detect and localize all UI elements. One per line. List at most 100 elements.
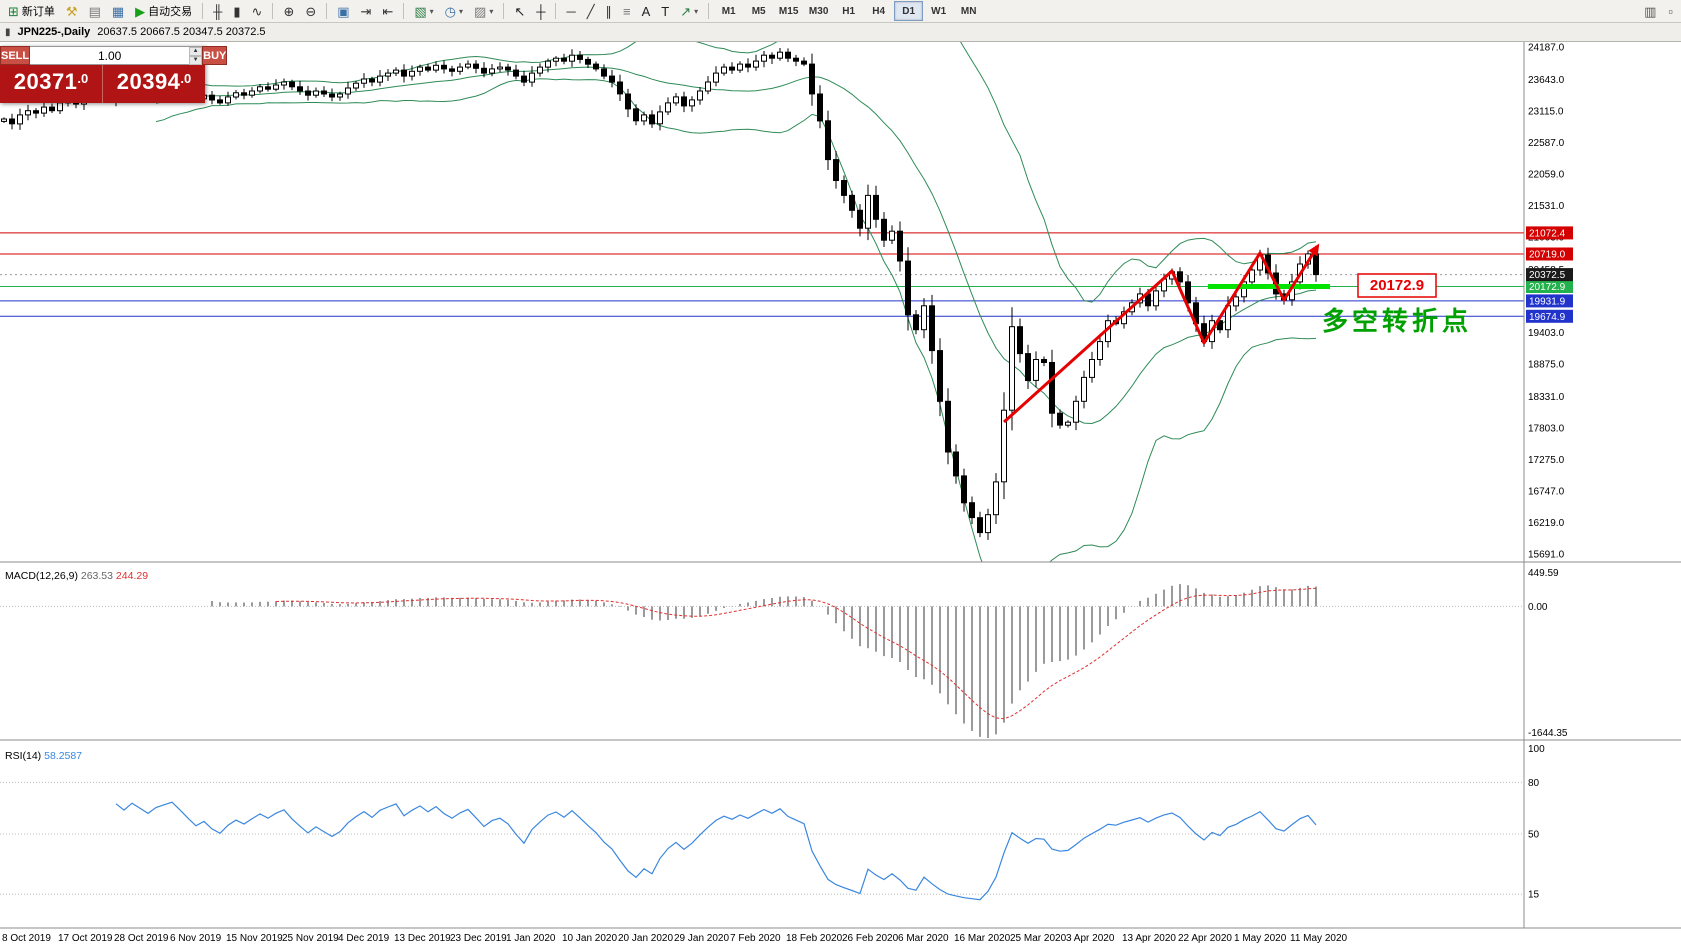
label-icon: T bbox=[661, 3, 670, 19]
toolbar-separator bbox=[555, 3, 557, 19]
timeframe-m30[interactable]: M30 bbox=[808, 5, 829, 17]
autotrade-button[interactable]: ▶ 自动交易 bbox=[130, 0, 197, 22]
chart-canvas[interactable]: 24187.0 23643.0 23115.0 22587.0 22059.0 21531… bbox=[0, 42, 1681, 944]
charts-grid-button[interactable]: ▦ bbox=[107, 0, 129, 22]
svg-text:7 Feb 2020: 7 Feb 2020 bbox=[730, 933, 781, 944]
svg-text:15: 15 bbox=[1528, 890, 1540, 901]
svg-text:10 Jan 2020: 10 Jan 2020 bbox=[562, 933, 617, 944]
panel-separators[interactable] bbox=[0, 42, 1681, 929]
toolbar-separator bbox=[403, 3, 405, 19]
chart-window-header: ▮ JPN225-,Daily 20637.5 20667.5 20347.5 … bbox=[0, 23, 1681, 42]
new-chart-button[interactable]: ▧ ▾ bbox=[409, 0, 438, 22]
timeframe-m1[interactable]: M1 bbox=[721, 5, 736, 17]
horizontal-lines[interactable] bbox=[0, 232, 1524, 317]
svg-text:11 May 2020: 11 May 2020 bbox=[1290, 933, 1348, 944]
svg-text:20719.0: 20719.0 bbox=[1529, 250, 1566, 261]
svg-text:20372.5: 20372.5 bbox=[1529, 270, 1566, 281]
bar-chart-icon: ╫ bbox=[213, 3, 223, 19]
chart-shift-button[interactable]: ⇤ bbox=[377, 0, 398, 22]
tile-windows-button[interactable]: ▣ bbox=[332, 0, 354, 22]
timeframe-m15[interactable]: M15 bbox=[778, 5, 799, 17]
chevron-down-icon: ▾ bbox=[459, 6, 464, 16]
cursor-button[interactable]: ↖ bbox=[509, 0, 530, 22]
volume-input[interactable] bbox=[30, 47, 190, 64]
svg-text:20172.9: 20172.9 bbox=[1529, 282, 1566, 293]
auto-scroll-button[interactable]: ⇥ bbox=[356, 0, 377, 22]
zigzag-annotation[interactable] bbox=[1002, 251, 1316, 424]
svg-text:16219.0: 16219.0 bbox=[1528, 518, 1565, 529]
dock-panel-button[interactable]: ▫ bbox=[1663, 0, 1678, 22]
svg-text:18 Feb 2020: 18 Feb 2020 bbox=[786, 933, 843, 944]
svg-text:80: 80 bbox=[1528, 778, 1540, 789]
buy-price-frac: .0 bbox=[180, 71, 192, 86]
volume-up-button[interactable]: ▲ bbox=[189, 47, 203, 56]
toolbar-separator bbox=[503, 3, 505, 19]
cn-turning-point-note[interactable]: 多空转折点 bbox=[1322, 306, 1472, 336]
timeframe-h1[interactable]: H1 bbox=[842, 5, 856, 17]
sell-price[interactable]: 20371 .0 bbox=[0, 65, 103, 103]
horizontal-line-button[interactable]: ─ bbox=[561, 0, 580, 22]
buy-button[interactable]: BUY bbox=[202, 46, 228, 65]
svg-text:15 Nov 2019: 15 Nov 2019 bbox=[226, 933, 283, 944]
sell-button[interactable]: SELL bbox=[0, 46, 31, 65]
buy-price-main: 20394 bbox=[116, 69, 181, 94]
line-chart-button[interactable]: ∿ bbox=[247, 0, 268, 22]
crosshair-button[interactable]: ┼ bbox=[531, 0, 550, 22]
channel-button[interactable]: ∥ bbox=[601, 0, 618, 22]
bar-chart-button[interactable]: ╫ bbox=[208, 0, 227, 22]
fibonacci-button[interactable]: ≡ bbox=[618, 0, 636, 22]
timeframe-m5[interactable]: M5 bbox=[751, 5, 766, 17]
chevron-down-icon: ▾ bbox=[489, 6, 494, 16]
candlestick-chart-button[interactable]: ▮ bbox=[228, 0, 245, 22]
cursor-icon: ↖ bbox=[514, 3, 526, 19]
candles-layer bbox=[1, 48, 1319, 540]
timeframe-w1[interactable]: W1 bbox=[931, 5, 947, 17]
zoom-in-button[interactable]: ⊕ bbox=[278, 0, 299, 22]
last-price-badge bbox=[1526, 268, 1573, 282]
svg-text:17 Oct 2019: 17 Oct 2019 bbox=[58, 933, 113, 944]
horizontal-line-icon: ─ bbox=[566, 3, 576, 19]
trendline-button[interactable]: ╱ bbox=[582, 0, 600, 22]
arrows-shapes-button[interactable]: ↗ ▾ bbox=[675, 0, 703, 22]
svg-text:24187.0: 24187.0 bbox=[1528, 43, 1565, 54]
hammer-tools-button[interactable]: ⚒ bbox=[61, 0, 83, 22]
volume-down-button[interactable]: ▼ bbox=[189, 56, 203, 65]
chart-shift-icon: ⇤ bbox=[382, 3, 394, 19]
macd-axis: 449.59 0.00 -1644.35 bbox=[1528, 568, 1568, 739]
svg-text:26 Feb 2020: 26 Feb 2020 bbox=[842, 933, 899, 944]
toolbar-separator bbox=[272, 3, 274, 19]
timeframe-d1[interactable]: D1 bbox=[894, 1, 924, 21]
line-chart-icon: ∿ bbox=[251, 3, 263, 19]
svg-text:21072.4: 21072.4 bbox=[1529, 228, 1566, 239]
text-button[interactable]: A bbox=[637, 0, 656, 22]
chart-area[interactable]: 24187.0 23643.0 23115.0 22587.0 22059.0 21531… bbox=[0, 42, 1681, 944]
new-order-button[interactable]: ⊞ 新订单 bbox=[3, 0, 60, 22]
buy-price[interactable]: 20394 .0 bbox=[103, 65, 205, 103]
svg-text:28 Oct 2019: 28 Oct 2019 bbox=[114, 933, 169, 944]
price-callout[interactable]: 20172.9 bbox=[1357, 273, 1437, 298]
template-button[interactable]: ▨ ▾ bbox=[469, 0, 498, 22]
one-click-trading-panel: SELL ▲ ▼ BUY 20371 .0 20394 .0 bbox=[0, 46, 228, 103]
timeframe-mn[interactable]: MN bbox=[960, 5, 977, 17]
toolbar-right-group: ▥ ▫ bbox=[1639, 0, 1678, 22]
label-button[interactable]: T bbox=[656, 0, 674, 22]
channel-icon: ∥ bbox=[605, 3, 613, 19]
svg-text:1 May 2020: 1 May 2020 bbox=[1234, 933, 1287, 944]
trendline-icon: ╱ bbox=[586, 3, 595, 19]
period-clock-button[interactable]: ◷ ▾ bbox=[440, 0, 468, 22]
sell-price-frac: .0 bbox=[77, 71, 89, 86]
crosshair-icon: ┼ bbox=[536, 3, 546, 19]
svg-text:16747.0: 16747.0 bbox=[1528, 487, 1565, 498]
svg-text:16 Mar 2020: 16 Mar 2020 bbox=[954, 933, 1011, 944]
svg-text:23 Dec 2019: 23 Dec 2019 bbox=[450, 933, 507, 944]
svg-text:21531.0: 21531.0 bbox=[1528, 201, 1565, 212]
rsi-panel bbox=[0, 781, 1524, 901]
text-icon: A bbox=[641, 3, 651, 19]
expert-list-button[interactable]: ▥ bbox=[1639, 0, 1661, 22]
profiles-button[interactable]: ▤ bbox=[84, 0, 106, 22]
svg-text:22 Apr 2020: 22 Apr 2020 bbox=[1178, 933, 1232, 944]
zoom-out-button[interactable]: ⊖ bbox=[300, 0, 321, 22]
chart-ohlc-values: 20637.5 20667.5 20347.5 20372.5 bbox=[97, 26, 266, 38]
timeframe-h4[interactable]: H4 bbox=[872, 5, 886, 17]
svg-text:15691.0: 15691.0 bbox=[1528, 550, 1565, 561]
